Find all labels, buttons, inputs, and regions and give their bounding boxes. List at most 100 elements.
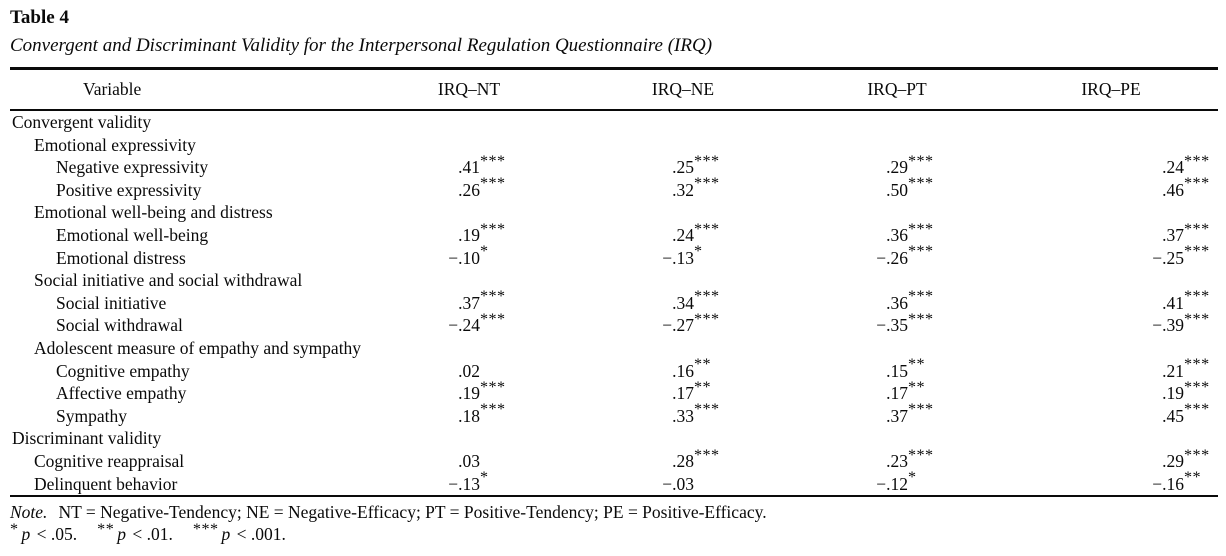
cell-value [362,337,576,360]
correlation-value: .24 *** [672,220,720,245]
cell-value: .36 *** [790,221,1004,247]
row-label: Social withdrawal [56,315,183,336]
cell-value: .23 *** [790,447,1004,473]
significance-stars: ** [1184,469,1202,487]
cell-value [790,269,1004,292]
cell-value: − .25 *** [1004,243,1218,270]
correlation-value: .32 *** [672,175,720,200]
significance-stars: *** [479,175,506,193]
correlation-value: .46 *** [1162,175,1210,200]
table-row: Convergent validity [10,110,1218,134]
correlation-value: .34 *** [672,288,720,313]
significance-stars: * [907,469,917,487]
correlation-value: .29 *** [886,152,934,178]
cell-value [790,427,1004,450]
correlation-value: .03 [458,450,480,471]
significance-stars: *** [907,311,934,329]
table-row: Emotional well-being and distress [10,201,1218,224]
table-row: Social initiative .37 *** .34 *** .36 *** .41 **… [10,288,1218,315]
correlation-value: .41 *** [1162,288,1210,313]
correlation-value: .37 *** [458,288,506,313]
cell-value [362,201,576,224]
note-text: NT = Negative-Tendency; NE = Negative-Ef… [58,502,767,523]
table-row: Cognitive empathy .02 .16 ** .15 ** .21 *** [10,356,1218,383]
significance-stars: *** [907,446,934,464]
cell-value: .41 *** [362,153,576,179]
correlation-value: − .13 * [662,243,703,268]
cell-value [576,337,790,360]
significance-stars: *** [693,446,720,464]
row-label: Positive expressivity [56,179,202,200]
row-label: Cognitive reappraisal [34,450,185,471]
cell-value: .29 *** [790,152,1004,179]
table-title: Convergent and Discriminant Validity for… [10,35,713,56]
correlation-value: .19 *** [1162,378,1210,404]
significance-stars: *** [693,401,720,419]
significance-stars: *** [1184,288,1210,306]
cell-value: .02 [362,360,576,383]
column-header-irq-pt: IRQ–PT [790,68,1004,111]
cell-value: .19 *** [1004,378,1218,405]
cell-value: − .26 *** [790,243,1004,270]
table-row: Adolescent measure of empathy and sympat… [10,337,1218,360]
table-body: Convergent validity Emotional expressivit… [10,110,1218,496]
cell-value: .28 *** [576,447,790,473]
table-row: Sympathy .18 *** .33 *** .37 *** .45 *** [10,401,1218,428]
significance-stars: * [10,520,19,538]
cell-value: .36 *** [790,288,1004,315]
significance-stars: *** [1184,152,1210,170]
table-row: Discriminant validity [10,427,1218,450]
significance-stars: *** [907,220,934,238]
cell-value: − .35 *** [790,311,1004,337]
cell-value [790,201,1004,224]
cell-value [362,110,576,134]
cell-value [576,134,790,157]
cell-value: .24 *** [576,220,790,247]
note-area: Note. NT = Negative-Tendency; NE = Negati… [10,502,1218,546]
correlation-value: .18 *** [458,401,506,426]
correlation-value: .15 ** [886,356,926,381]
significance-stars: *** [907,175,934,193]
significance-stars: ** [907,378,926,396]
significance-item: ** p < .01. [97,520,173,544]
row-label: Cognitive empathy [56,360,190,381]
cell-value [576,427,790,450]
cell-value [362,269,576,292]
significance-stars: *** [479,152,506,170]
cell-value: .45 *** [1004,401,1218,428]
row-label: Sympathy [56,405,127,426]
significance-stars: *** [693,152,720,170]
table-row: Delinquent behavior − .13 * − .03 − .12 * − .16 ** [10,469,1218,497]
cell-value [362,427,576,450]
significance-stars: *** [479,401,506,419]
cell-value: .41 *** [1004,288,1218,315]
table-row: Emotional expressivity [10,134,1218,157]
cell-value: .17 ** [576,379,790,405]
cell-value: .03 [362,450,576,473]
correlation-value: − .03 [662,473,694,494]
significance-stars: *** [1184,401,1210,419]
significance-stars: *** [693,175,720,193]
cell-value [576,269,790,292]
correlation-value: − .24 *** [448,311,506,336]
table-header: Variable IRQ–NT IRQ–NE IRQ–PT IRQ–PE [10,68,1218,111]
row-label: Delinquent behavior [34,473,178,494]
significance-stars: *** [479,378,506,396]
row-label: Affective empathy [56,383,187,404]
significance-stars: * [693,243,703,261]
cell-value: .32 *** [576,175,790,202]
cell-value: − .10 * [362,243,576,270]
cell-value: − .13 * [362,469,576,497]
cell-value: − .24 *** [362,311,576,337]
significance-stars: *** [907,288,934,306]
cell-value [362,134,576,157]
cell-value: .17 ** [790,379,1004,405]
table-row: Social withdrawal − .24 *** − .27 *** − .35 *** −.… [10,311,1218,337]
table-row: Affective empathy .19 *** .17 ** .17 ** .19 *** [10,378,1218,405]
column-header-irq-ne: IRQ–NE [576,68,790,111]
cell-value: .34 *** [576,288,790,315]
cell-value: − .16 ** [1004,469,1218,497]
significance-stars: ** [97,520,115,538]
correlation-value: .19 *** [458,220,506,245]
